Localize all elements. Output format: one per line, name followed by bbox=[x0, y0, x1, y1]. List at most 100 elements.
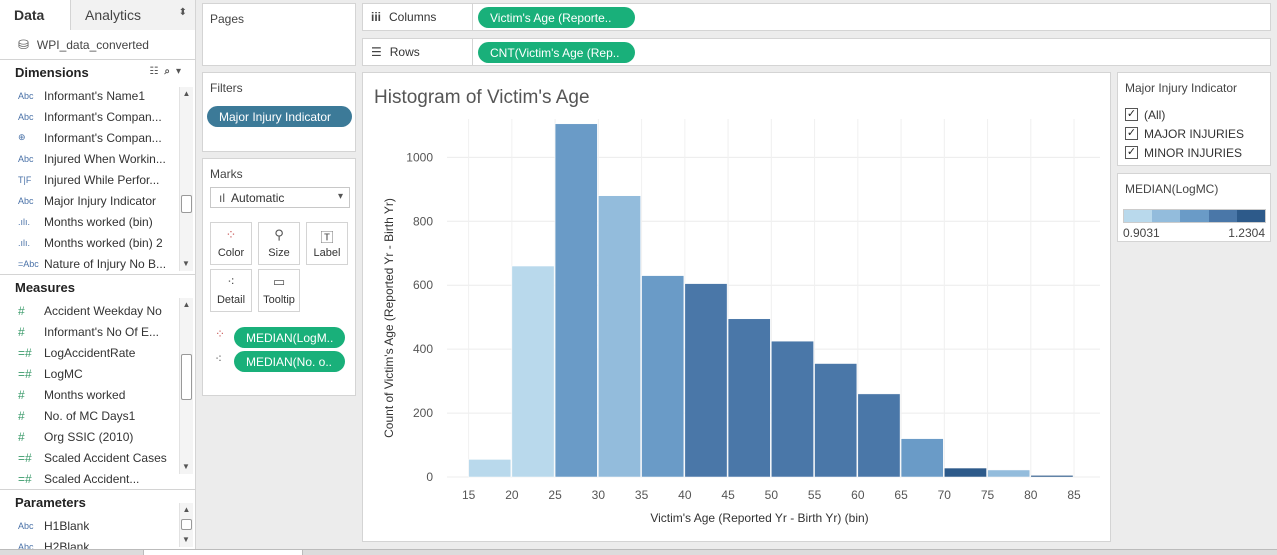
x-tick-label: 75 bbox=[981, 488, 995, 502]
measure-field[interactable]: # Org SSIC (2010) bbox=[0, 426, 178, 447]
rows-icon: ☰ bbox=[371, 45, 382, 59]
columns-shelf[interactable]: iii Columns Victim's Age (Reporte.. bbox=[362, 3, 1271, 31]
color-ramp-step bbox=[1208, 210, 1237, 222]
field-type-icon: Abc bbox=[18, 153, 34, 164]
scroll-thumb[interactable] bbox=[181, 519, 192, 530]
filter-legend-item[interactable]: ✓ MINOR INJURIES bbox=[1118, 143, 1270, 162]
measure-field[interactable]: # No. of MC Days1 bbox=[0, 405, 178, 426]
datasource-item[interactable]: ⛁ WPI_data_converted bbox=[0, 30, 195, 60]
scroll-down-icon[interactable]: ▼ bbox=[182, 535, 190, 544]
scroll-down-icon[interactable]: ▼ bbox=[182, 462, 190, 471]
detail-button[interactable]: ⁖ Detail bbox=[210, 269, 252, 312]
dimension-field[interactable]: ⊕ Informant's Compan... bbox=[0, 127, 178, 148]
scroll-thumb[interactable] bbox=[181, 195, 192, 213]
dimensions-scrollbar[interactable]: ▲ ▼ bbox=[179, 87, 193, 271]
sheet-tab-active[interactable] bbox=[143, 550, 303, 555]
color-button[interactable]: ⁘ Color bbox=[210, 222, 252, 265]
scroll-up-icon[interactable]: ▲ bbox=[182, 89, 191, 98]
marks-card: Marks ıl Automatic ▾ ⁘ Color ⚲ Size 🅃 La… bbox=[202, 158, 356, 396]
checkbox-checked-icon[interactable]: ✓ bbox=[1125, 146, 1138, 159]
measure-field[interactable]: # Informant's No Of E... bbox=[0, 321, 178, 342]
filters-card[interactable]: Filters Major Injury Indicator bbox=[202, 72, 356, 152]
label-button[interactable]: 🅃 Label bbox=[306, 222, 348, 265]
color-ramp-step bbox=[1152, 210, 1181, 222]
measure-field[interactable]: # Accident Weekday No bbox=[0, 300, 178, 321]
field-name: Informant's No Of E... bbox=[44, 324, 159, 339]
scroll-up-icon[interactable]: ▲ bbox=[182, 505, 191, 514]
color-legend-min: 0.9031 bbox=[1123, 226, 1160, 240]
scroll-thumb[interactable] bbox=[181, 354, 192, 400]
measures-scrollbar[interactable]: ▲ ▼ bbox=[179, 298, 193, 474]
detail-icon: ⁖ bbox=[215, 352, 223, 366]
mark-type-value: Automatic bbox=[231, 190, 285, 205]
dimension-field[interactable]: Abc Major Injury Indicator bbox=[0, 190, 178, 211]
dimension-field[interactable]: .ılı. Months worked (bin) 2 bbox=[0, 232, 178, 253]
dimension-field[interactable]: Abc Informant's Name1 bbox=[0, 85, 178, 106]
y-tick-label: 600 bbox=[413, 278, 433, 292]
tab-data[interactable]: Data bbox=[0, 0, 70, 30]
measure-field[interactable]: =# Scaled Accident Cases bbox=[0, 447, 178, 468]
checkbox-checked-icon[interactable]: ✓ bbox=[1125, 127, 1138, 140]
field-type-icon: =# bbox=[18, 471, 32, 486]
color-ramp-step bbox=[1180, 210, 1209, 222]
parameter-field[interactable]: Abc H2Blank bbox=[0, 536, 178, 555]
parameters-title: Parameters bbox=[15, 495, 86, 510]
dimensions-list: Abc Informant's Name1 Abc Informant's Compa… bbox=[0, 85, 195, 274]
x-tick-label: 70 bbox=[938, 488, 952, 502]
color-ramp-step bbox=[1124, 210, 1153, 222]
label-icon: 🅃 bbox=[320, 230, 334, 245]
rows-pill[interactable]: CNT(Victim's Age (Rep.. bbox=[478, 42, 635, 63]
label-label: Label bbox=[313, 247, 341, 259]
viz-title[interactable]: Histogram of Victim's Age bbox=[374, 87, 590, 108]
rows-label-text: Rows bbox=[389, 45, 420, 59]
checkbox-checked-icon[interactable]: ✓ bbox=[1125, 108, 1138, 121]
detail-label: Detail bbox=[216, 294, 246, 306]
x-tick-label: 50 bbox=[765, 488, 779, 502]
tooltip-button[interactable]: ▭ Tooltip bbox=[258, 269, 300, 312]
filter-legend-item[interactable]: ✓ (All) bbox=[1118, 105, 1270, 124]
dimension-field[interactable]: Abc Informant's Compan... bbox=[0, 106, 178, 127]
filter-legend-items: ✓ (All) ✓ MAJOR INJURIES ✓ MINOR INJURIES bbox=[1118, 105, 1270, 162]
chevron-down-icon[interactable]: ▾ bbox=[175, 66, 187, 77]
mark-type-select[interactable]: ıl Automatic ▾ bbox=[210, 187, 350, 208]
color-legend-max: 1.2304 bbox=[1228, 226, 1265, 240]
scroll-up-icon[interactable]: ▲ bbox=[182, 300, 191, 309]
marks-color-pill[interactable]: MEDIAN(LogM.. bbox=[234, 327, 345, 348]
filter-legend-item[interactable]: ✓ MAJOR INJURIES bbox=[1118, 124, 1270, 143]
columns-icon: iii bbox=[371, 10, 382, 24]
view-list-icon[interactable]: ☷ bbox=[149, 66, 165, 77]
measure-field[interactable]: =# Scaled Accident... bbox=[0, 468, 178, 489]
dimensions-title: Dimensions bbox=[15, 65, 89, 80]
dimension-field[interactable]: Abc Injured When Workin... bbox=[0, 148, 178, 169]
field-name: H1Blank bbox=[44, 518, 90, 533]
histogram-bar bbox=[511, 265, 555, 478]
marks-detail-pill[interactable]: MEDIAN(No. o.. bbox=[234, 351, 345, 372]
parameter-field[interactable]: Abc H1Blank bbox=[0, 515, 178, 536]
y-tick-label: 400 bbox=[413, 342, 433, 356]
chevron-updown-icon[interactable]: ⬍ bbox=[178, 7, 187, 18]
histogram-bar bbox=[900, 438, 944, 478]
dimension-field[interactable]: T|F Injured While Perfor... bbox=[0, 169, 178, 190]
size-button[interactable]: ⚲ Size bbox=[258, 222, 300, 265]
dimension-field[interactable]: .ılı. Months worked (bin) bbox=[0, 211, 178, 232]
rows-shelf[interactable]: ☰ Rows CNT(Victim's Age (Rep.. bbox=[362, 38, 1271, 66]
divider bbox=[0, 274, 195, 275]
database-icon: ⛁ bbox=[18, 36, 29, 52]
field-name: LogAccidentRate bbox=[44, 345, 136, 360]
color-ramp-step bbox=[1236, 210, 1266, 222]
color-legend-title: MEDIAN(LogMC) bbox=[1125, 182, 1219, 196]
measure-field[interactable]: # Months worked bbox=[0, 384, 178, 405]
measure-field[interactable]: =# LogAccidentRate bbox=[0, 342, 178, 363]
field-name: Informant's Compan... bbox=[44, 109, 162, 124]
dimension-field[interactable]: =Abc Nature of Injury No B... bbox=[0, 253, 178, 274]
x-tick-label: 15 bbox=[462, 488, 476, 502]
scroll-down-icon[interactable]: ▼ bbox=[182, 259, 190, 268]
columns-pill[interactable]: Victim's Age (Reporte.. bbox=[478, 7, 635, 28]
pages-card[interactable]: Pages bbox=[202, 3, 356, 66]
search-icon[interactable]: ⌕ bbox=[164, 66, 176, 77]
tab-analytics[interactable]: Analytics ⬍ bbox=[70, 0, 195, 30]
parameters-scrollbar[interactable]: ▲ ▼ bbox=[179, 503, 193, 547]
visualization-area[interactable]: Histogram of Victim's Age 0 200 400 600 800 1… bbox=[362, 72, 1111, 542]
filter-pill[interactable]: Major Injury Indicator bbox=[207, 106, 352, 127]
measure-field[interactable]: =# LogMC bbox=[0, 363, 178, 384]
